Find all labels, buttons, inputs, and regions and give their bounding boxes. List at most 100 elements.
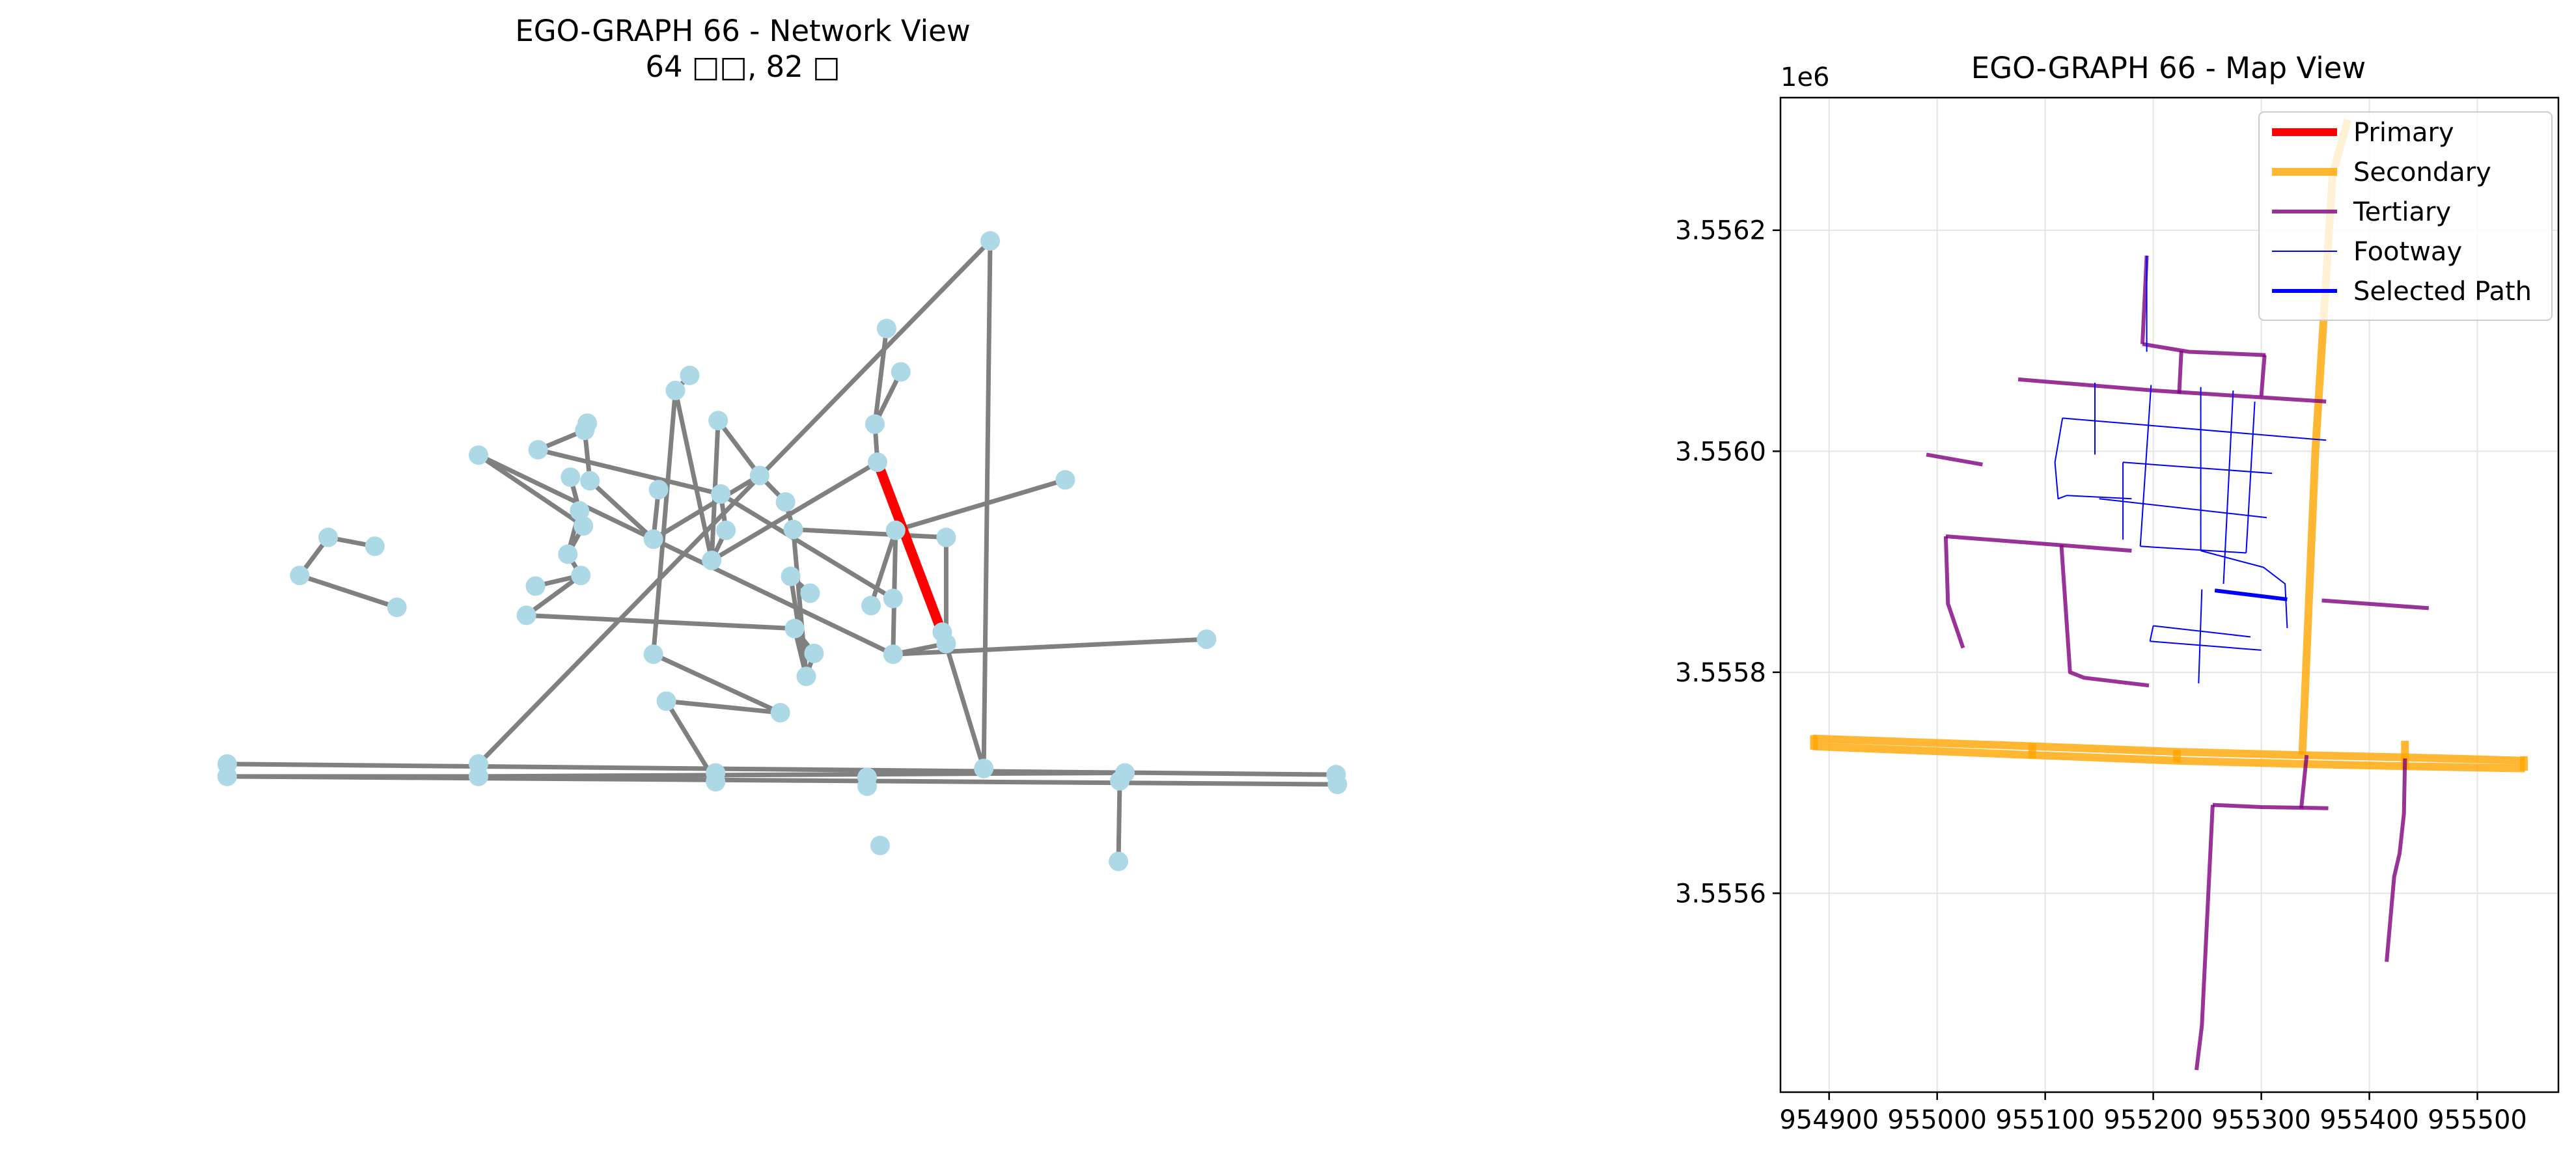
map-line-3-11: [2223, 390, 2234, 584]
network-nodes: [217, 231, 1348, 872]
network-node-21: [643, 529, 663, 549]
map-axes-frame: [1779, 96, 2560, 1093]
map-line-2-6: [1943, 536, 1965, 649]
network-node-56: [980, 231, 1001, 251]
network-node-37: [804, 643, 824, 663]
network-edge-34: [709, 460, 880, 563]
network-node-34: [783, 519, 803, 540]
network-node-15: [525, 576, 546, 596]
series-selected-path: [2214, 588, 2288, 601]
map-line-2-4: [2259, 355, 2267, 396]
map-line-3-10: [2139, 385, 2152, 547]
legend-entries: Primary Secondary Tertiary Footway Selected …: [2272, 118, 2532, 307]
network-node-35: [781, 566, 801, 586]
network-highlight-edges: [872, 460, 951, 646]
network-node-61: [1197, 629, 1217, 650]
network-node-27: [665, 380, 686, 400]
map-line-2-9: [2321, 598, 2430, 611]
x-tick-label-2: 955100: [1995, 1105, 2095, 1135]
network-edge-14: [587, 478, 656, 542]
y-tick-label-3: 3.5562: [1675, 216, 1766, 246]
network-node-50: [891, 362, 911, 382]
y-tick-label-1: 3.5558: [1675, 658, 1766, 688]
network-node-11: [570, 501, 590, 521]
network-node-10: [574, 516, 594, 536]
network-node-3: [387, 598, 407, 618]
network-node-28: [708, 411, 728, 431]
map-line-4-0: [2214, 588, 2288, 601]
network-subtitle: 64 □□, 82 □: [645, 49, 840, 84]
network-node-16: [516, 605, 536, 625]
map-line-1-1: [1812, 742, 2525, 773]
network-edge-45: [868, 528, 898, 608]
network-edge-5: [476, 452, 586, 529]
network-node-1: [217, 766, 237, 786]
network-node-31: [702, 551, 722, 571]
map-line-3-16: [2149, 625, 2154, 642]
network-node-23: [706, 772, 726, 792]
legend-label-3: Footway: [2353, 237, 2462, 267]
map-line-3-9: [2140, 545, 2247, 554]
network-node-17: [528, 440, 548, 460]
network-node-53: [936, 527, 956, 547]
network-edge-30: [715, 418, 762, 478]
y-axis-offset-label: 1e6: [1780, 62, 1830, 92]
network-edge-55: [1116, 778, 1122, 864]
map-line-2-12: [2195, 804, 2215, 1071]
map-line-3-13: [2198, 589, 2203, 683]
x-tick-label-5: 955400: [2320, 1105, 2419, 1135]
network-node-29: [711, 484, 731, 504]
network-node-33: [775, 492, 796, 512]
network-node-26: [680, 365, 700, 385]
map-line-3-7: [2054, 418, 2068, 500]
network-node-30: [716, 520, 736, 540]
network-edge-28: [672, 388, 714, 563]
map-line-2-11: [2212, 803, 2329, 810]
network-node-54: [932, 622, 952, 642]
legend-box: [2258, 111, 2553, 321]
network-node-47: [857, 776, 878, 796]
network-node-44: [885, 520, 906, 540]
network-node-4: [318, 527, 339, 547]
map-line-2-5: [1926, 452, 1983, 467]
map-line-2-13: [2385, 758, 2407, 962]
map-title: EGO-GRAPH 66 - Map View: [1971, 51, 2366, 85]
network-node-41: [865, 414, 885, 434]
x-tick-label-3: 955200: [2103, 1105, 2203, 1135]
network-node-6: [469, 445, 489, 465]
series-footway: [2054, 255, 2327, 683]
map-line-2-8: [2059, 545, 2150, 688]
network-edge-49: [872, 326, 889, 427]
network-node-5: [365, 536, 385, 556]
network-edge-32: [718, 491, 896, 601]
map-line-3-4: [2123, 461, 2273, 474]
x-tick-label-6: 955500: [2428, 1105, 2527, 1135]
network-edge-52: [939, 629, 986, 771]
network-edge-3: [297, 573, 400, 610]
network-highlight-edge-0: [872, 460, 951, 646]
network-node-2: [290, 566, 310, 586]
network-node-25: [643, 644, 663, 665]
network-edge-54: [893, 477, 1068, 533]
network-edge-8: [476, 770, 1128, 779]
network-edge-25: [651, 388, 678, 657]
map-line-3-14: [2153, 625, 2251, 638]
map-line-1-0: [1812, 734, 2525, 765]
network-node-45: [883, 644, 903, 665]
network-node-38: [800, 583, 820, 603]
map-line-3-5: [2099, 498, 2267, 519]
network-title: EGO-GRAPH 66 - Network View: [515, 14, 970, 48]
map-line-2-0: [2140, 255, 2149, 344]
network-node-36: [796, 666, 816, 687]
map-line-3-6: [2066, 495, 2132, 500]
network-node-19: [577, 413, 598, 433]
map-line-3-15: [2150, 640, 2262, 651]
network-node-9: [561, 467, 581, 488]
network-node-63: [1327, 775, 1348, 795]
map-line-2-3: [2177, 350, 2183, 394]
map-line-2-2: [2017, 377, 2327, 404]
network-node-24: [656, 691, 676, 711]
network-node-14: [571, 566, 591, 586]
map-line-3-0: [2062, 417, 2327, 441]
